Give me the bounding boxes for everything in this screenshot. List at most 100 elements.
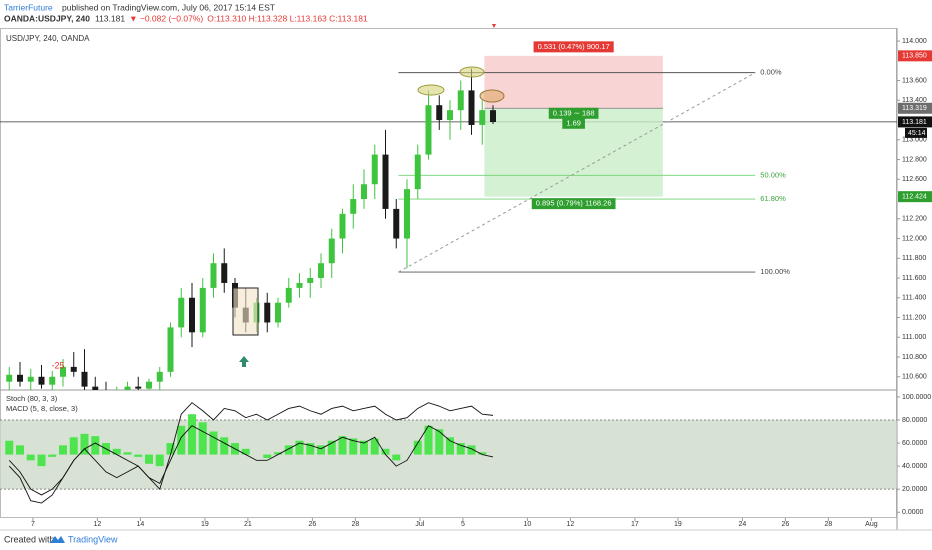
histogram-bar	[478, 452, 487, 455]
histogram-bar	[15, 445, 24, 455]
y-tick-label: 60.0000	[902, 440, 927, 447]
price-badge	[898, 116, 932, 128]
histogram-bar	[155, 454, 164, 467]
histogram-bar	[349, 438, 358, 455]
candle-body	[70, 366, 77, 372]
y-tick-label: 100.0000	[902, 394, 931, 401]
price-badge	[898, 102, 932, 114]
candle-body	[361, 184, 368, 200]
marker	[492, 24, 496, 28]
candle-body	[49, 376, 56, 385]
indicator-line	[8, 402, 494, 504]
candle-body	[6, 374, 13, 382]
candle-body	[178, 297, 185, 328]
legend-entry: MACD (5, 8, close, 3)	[6, 404, 78, 413]
histogram-bar	[123, 452, 132, 455]
histogram-bar	[80, 433, 89, 455]
histogram-bar	[112, 448, 121, 455]
position-label: 0.895 (0.79%) 1168.26	[536, 199, 612, 208]
author[interactable]: TarrierFuture	[4, 2, 53, 12]
candle-body	[318, 263, 325, 279]
label-box	[548, 107, 599, 119]
candle-body	[414, 154, 421, 190]
candle-body	[350, 199, 357, 214]
x-tick-label: 28	[825, 521, 833, 528]
candle-body	[339, 213, 346, 239]
x-tick-label: 26	[782, 521, 790, 528]
histogram-bar	[134, 454, 143, 457]
ohlc: O:113.310 H:113.328 L:113.163 C:113.181	[207, 13, 368, 23]
histogram-bar	[370, 438, 379, 455]
x-tick-label: 5	[461, 521, 465, 528]
candle-body	[457, 90, 464, 111]
histogram-bar	[413, 440, 422, 455]
price-badge-label: 113.181	[902, 119, 927, 126]
up-arrow	[239, 356, 249, 367]
candle-body	[447, 110, 454, 121]
candle-body	[145, 381, 152, 389]
y-tick-label: 112.600	[902, 176, 927, 183]
y-tick-label: 113.400	[902, 97, 927, 104]
y-tick-label: 111.600	[902, 275, 926, 282]
footer-text: Created with	[4, 534, 55, 544]
candle-body	[285, 287, 292, 303]
countdown: 45:14	[908, 130, 926, 137]
candle-body	[425, 105, 432, 155]
price-badge	[898, 191, 932, 203]
fib-label: 50.00%	[760, 170, 786, 179]
x-tick-label: 26	[309, 521, 317, 528]
candle-body	[490, 110, 497, 123]
histogram-bar	[381, 448, 390, 455]
candle-body	[275, 302, 282, 323]
last-price: 113.181	[95, 13, 125, 23]
position-label: 1.69	[566, 118, 581, 127]
candle-body	[156, 371, 163, 382]
candle-body	[404, 189, 411, 239]
highlight-box	[232, 287, 259, 336]
price-badge-label: 113.850	[902, 53, 927, 60]
y-tick-label: 112.200	[902, 216, 927, 223]
label-box	[531, 198, 616, 210]
x-tick-label: 17	[631, 521, 639, 528]
chart-title: USD/JPY, 240, OANDA	[6, 34, 90, 43]
histogram-bar	[327, 440, 336, 455]
legend-entry: Stoch (80, 3, 3)	[6, 394, 58, 403]
candle-body	[59, 366, 66, 377]
y-tick-label: 113.000	[902, 137, 927, 144]
fib-label: 100.00%	[760, 267, 790, 276]
candle-body	[167, 327, 174, 372]
histogram-bar	[209, 431, 218, 455]
x-tick-label: Aug	[865, 521, 878, 528]
y-tick-label: 111.400	[902, 295, 926, 302]
y-tick-label: 110.800	[902, 354, 927, 361]
candle-body	[328, 238, 335, 264]
annotation: -25	[51, 360, 64, 370]
candle-body	[199, 287, 206, 333]
label-box	[533, 41, 614, 53]
histogram-bar	[306, 443, 315, 455]
footer-brand[interactable]: TradingView	[68, 534, 118, 544]
candle-body	[188, 297, 195, 333]
histogram-bar	[177, 425, 186, 455]
candle-body	[393, 208, 400, 239]
y-tick-label: 111.200	[902, 314, 926, 321]
histogram-bar	[263, 454, 272, 459]
candle-body	[221, 263, 228, 283]
position-label: 0.139 ∼ 188	[553, 108, 595, 117]
y-tick-label: 111.800	[902, 255, 926, 262]
candle-body	[16, 374, 23, 382]
histogram-bar	[37, 454, 46, 467]
histogram-bar	[284, 445, 293, 455]
x-tick-label: Jul	[415, 521, 424, 528]
histogram-bar	[360, 440, 369, 455]
candle-body	[382, 154, 389, 209]
y-tick-label: 112.000	[902, 235, 927, 242]
histogram-bar	[220, 437, 229, 455]
ellipse	[417, 84, 445, 96]
candle-body	[436, 105, 443, 121]
logo	[50, 536, 65, 543]
candle-body	[264, 302, 271, 323]
y-tick-label: 112.800	[902, 156, 927, 163]
histogram-bar	[166, 443, 175, 455]
y-tick-label: 110.600	[902, 374, 927, 381]
